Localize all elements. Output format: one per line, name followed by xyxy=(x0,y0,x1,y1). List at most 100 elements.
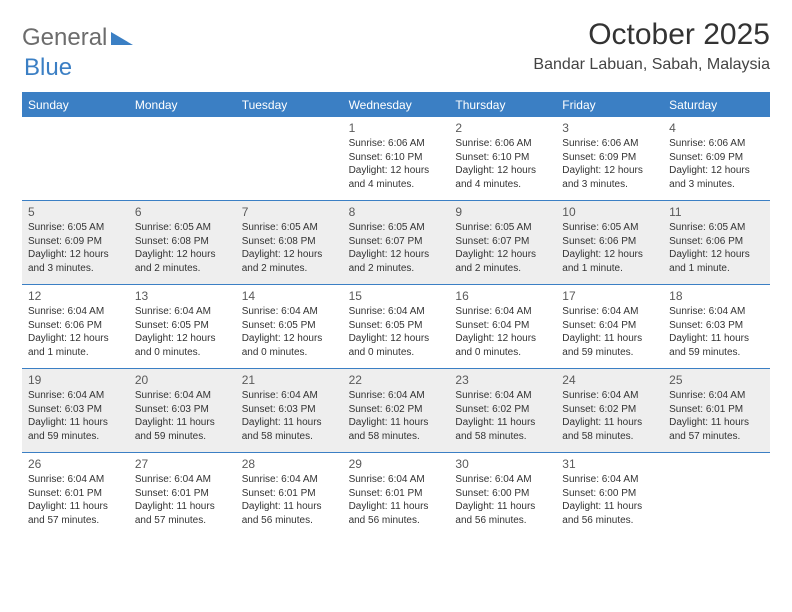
day-cell: 27Sunrise: 6:04 AMSunset: 6:01 PMDayligh… xyxy=(129,453,236,537)
day-number: 19 xyxy=(28,372,123,388)
day-cell: 2Sunrise: 6:06 AMSunset: 6:10 PMDaylight… xyxy=(449,117,556,200)
sunrise-text: Sunrise: 6:06 AM xyxy=(349,137,444,151)
daylight-text: Daylight: 12 hours and 2 minutes. xyxy=(135,248,230,275)
sunrise-text: Sunrise: 6:05 AM xyxy=(562,221,657,235)
day-cell: 6Sunrise: 6:05 AMSunset: 6:08 PMDaylight… xyxy=(129,201,236,284)
dow-tue: Tuesday xyxy=(236,94,343,117)
sunset-text: Sunset: 6:07 PM xyxy=(349,235,444,249)
sunrise-text: Sunrise: 6:05 AM xyxy=(135,221,230,235)
day-cell: 21Sunrise: 6:04 AMSunset: 6:03 PMDayligh… xyxy=(236,369,343,452)
dow-mon: Monday xyxy=(129,94,236,117)
dow-sat: Saturday xyxy=(663,94,770,117)
day-cell: 14Sunrise: 6:04 AMSunset: 6:05 PMDayligh… xyxy=(236,285,343,368)
daylight-text: Daylight: 11 hours and 56 minutes. xyxy=(562,500,657,527)
sunrise-text: Sunrise: 6:04 AM xyxy=(562,305,657,319)
sunrise-text: Sunrise: 6:04 AM xyxy=(28,389,123,403)
day-number: 9 xyxy=(455,204,550,220)
sunrise-text: Sunrise: 6:05 AM xyxy=(669,221,764,235)
day-cell: 30Sunrise: 6:04 AMSunset: 6:00 PMDayligh… xyxy=(449,453,556,537)
sunrise-text: Sunrise: 6:05 AM xyxy=(349,221,444,235)
day-cell xyxy=(22,117,129,200)
sunset-text: Sunset: 6:02 PM xyxy=(455,403,550,417)
sunset-text: Sunset: 6:00 PM xyxy=(455,487,550,501)
sunset-text: Sunset: 6:01 PM xyxy=(135,487,230,501)
sunrise-text: Sunrise: 6:04 AM xyxy=(455,305,550,319)
day-number: 25 xyxy=(669,372,764,388)
day-cell: 29Sunrise: 6:04 AMSunset: 6:01 PMDayligh… xyxy=(343,453,450,537)
day-cell: 28Sunrise: 6:04 AMSunset: 6:01 PMDayligh… xyxy=(236,453,343,537)
day-cell: 31Sunrise: 6:04 AMSunset: 6:00 PMDayligh… xyxy=(556,453,663,537)
sunrise-text: Sunrise: 6:04 AM xyxy=(28,305,123,319)
daylight-text: Daylight: 12 hours and 4 minutes. xyxy=(349,164,444,191)
logo: General xyxy=(22,18,135,52)
day-number: 16 xyxy=(455,288,550,304)
sunset-text: Sunset: 6:09 PM xyxy=(28,235,123,249)
day-cell: 4Sunrise: 6:06 AMSunset: 6:09 PMDaylight… xyxy=(663,117,770,200)
weeks-container: 1Sunrise: 6:06 AMSunset: 6:10 PMDaylight… xyxy=(22,117,770,537)
daylight-text: Daylight: 12 hours and 2 minutes. xyxy=(455,248,550,275)
week-row: 19Sunrise: 6:04 AMSunset: 6:03 PMDayligh… xyxy=(22,369,770,453)
day-cell xyxy=(236,117,343,200)
day-cell xyxy=(663,453,770,537)
sunset-text: Sunset: 6:07 PM xyxy=(455,235,550,249)
day-number: 30 xyxy=(455,456,550,472)
sunset-text: Sunset: 6:02 PM xyxy=(349,403,444,417)
title-block: October 2025 Bandar Labuan, Sabah, Malay… xyxy=(533,18,770,74)
daylight-text: Daylight: 12 hours and 0 minutes. xyxy=(349,332,444,359)
day-cell: 23Sunrise: 6:04 AMSunset: 6:02 PMDayligh… xyxy=(449,369,556,452)
sunset-text: Sunset: 6:09 PM xyxy=(669,151,764,165)
day-number: 3 xyxy=(562,120,657,136)
day-number: 13 xyxy=(135,288,230,304)
sunset-text: Sunset: 6:05 PM xyxy=(349,319,444,333)
daylight-text: Daylight: 12 hours and 1 minute. xyxy=(669,248,764,275)
dow-thu: Thursday xyxy=(449,94,556,117)
week-row: 5 Sunrise: 6:05 AM Sunset: 6:09 PM Daylight… xyxy=(22,201,770,285)
sunset-text: Sunset: 6:05 PM xyxy=(242,319,337,333)
sunset-text: Sunset: 6:01 PM xyxy=(349,487,444,501)
day-cell: 11Sunrise: 6:05 AMSunset: 6:06 PMDayligh… xyxy=(663,201,770,284)
sunrise-text: Sunrise: 6:04 AM xyxy=(242,473,337,487)
daylight-text: Daylight: 11 hours and 59 minutes. xyxy=(562,332,657,359)
day-number: 20 xyxy=(135,372,230,388)
sunrise-text: Sunrise: 6:04 AM xyxy=(135,389,230,403)
sunset-text: Sunset: 6:03 PM xyxy=(28,403,123,417)
week-row: 26Sunrise: 6:04 AMSunset: 6:01 PMDayligh… xyxy=(22,453,770,537)
day-cell: 26Sunrise: 6:04 AMSunset: 6:01 PMDayligh… xyxy=(22,453,129,537)
sunset-text: Sunset: 6:03 PM xyxy=(669,319,764,333)
sunset-text: Sunset: 6:09 PM xyxy=(562,151,657,165)
sunrise-text: Sunrise: 6:05 AM xyxy=(455,221,550,235)
sunset-text: Sunset: 6:06 PM xyxy=(669,235,764,249)
sunset-text: Sunset: 6:01 PM xyxy=(242,487,337,501)
daylight-text: Daylight: 12 hours and 3 minutes. xyxy=(562,164,657,191)
day-cell: 16Sunrise: 6:04 AMSunset: 6:04 PMDayligh… xyxy=(449,285,556,368)
daylight-text: Daylight: 11 hours and 56 minutes. xyxy=(242,500,337,527)
daylight-text: Daylight: 12 hours and 3 minutes. xyxy=(669,164,764,191)
sunset-text: Sunset: 6:04 PM xyxy=(455,319,550,333)
day-cell: 8Sunrise: 6:05 AMSunset: 6:07 PMDaylight… xyxy=(343,201,450,284)
day-number: 15 xyxy=(349,288,444,304)
daylight-text: Daylight: 11 hours and 57 minutes. xyxy=(28,500,123,527)
sunrise-text: Sunrise: 6:04 AM xyxy=(669,389,764,403)
day-number: 26 xyxy=(28,456,123,472)
day-number: 17 xyxy=(562,288,657,304)
sunrise-text: Sunrise: 6:04 AM xyxy=(135,305,230,319)
daylight-text: Daylight: 11 hours and 58 minutes. xyxy=(242,416,337,443)
daylight-text: Daylight: 11 hours and 57 minutes. xyxy=(135,500,230,527)
sunset-text: Sunset: 6:08 PM xyxy=(135,235,230,249)
daylight-text: Daylight: 11 hours and 59 minutes. xyxy=(28,416,123,443)
day-cell: 12Sunrise: 6:04 AMSunset: 6:06 PMDayligh… xyxy=(22,285,129,368)
sunrise-text: Sunrise: 6:06 AM xyxy=(562,137,657,151)
sunrise-text: Sunrise: 6:04 AM xyxy=(242,305,337,319)
daylight-text: Daylight: 11 hours and 56 minutes. xyxy=(455,500,550,527)
day-number: 5 xyxy=(28,204,123,220)
logo-triangle-icon xyxy=(111,24,133,52)
daylight-text: Daylight: 12 hours and 0 minutes. xyxy=(242,332,337,359)
logo-word-2: Blue xyxy=(24,54,72,81)
day-cell: 7Sunrise: 6:05 AMSunset: 6:08 PMDaylight… xyxy=(236,201,343,284)
day-cell: 10Sunrise: 6:05 AMSunset: 6:06 PMDayligh… xyxy=(556,201,663,284)
day-number: 11 xyxy=(669,204,764,220)
daylight-text: Daylight: 12 hours and 1 minute. xyxy=(28,332,123,359)
sunrise-text: Sunrise: 6:04 AM xyxy=(455,473,550,487)
sunrise-text: Sunrise: 6:04 AM xyxy=(349,473,444,487)
day-number: 1 xyxy=(349,120,444,136)
